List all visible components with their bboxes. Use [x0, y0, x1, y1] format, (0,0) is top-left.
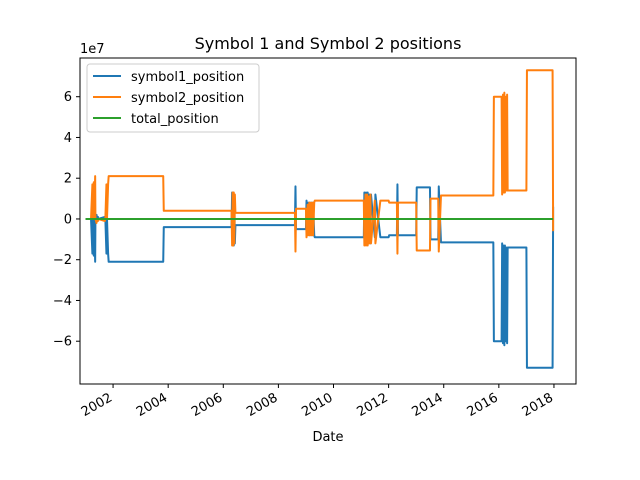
- y-scale-label: 1e7: [80, 42, 105, 57]
- series-line-symbol1-position: [85, 183, 555, 369]
- y-tick-label: −6: [53, 335, 72, 350]
- chart-title: Symbol 1 and Symbol 2 positions: [195, 34, 462, 53]
- y-tick-label: 0: [64, 212, 72, 227]
- series-line-symbol2-position: [85, 69, 555, 255]
- y-tick-label: −4: [53, 294, 72, 309]
- legend-label-symbol1-position: symbol1_position: [131, 70, 244, 85]
- legend-label-total-position: total_position: [131, 112, 219, 127]
- y-tick-label: −2: [53, 253, 72, 268]
- x-axis-label: Date: [312, 430, 343, 445]
- legend-label-symbol2-position: symbol2_position: [131, 91, 244, 106]
- y-tick-label: 2: [64, 172, 72, 187]
- legend-box: [86, 63, 260, 133]
- legend: symbol1_position symbol2_position total_po…: [86, 63, 260, 133]
- y-tick-label: 4: [64, 131, 72, 146]
- y-tick-label: 6: [64, 90, 72, 105]
- axes-frame: [79, 57, 577, 385]
